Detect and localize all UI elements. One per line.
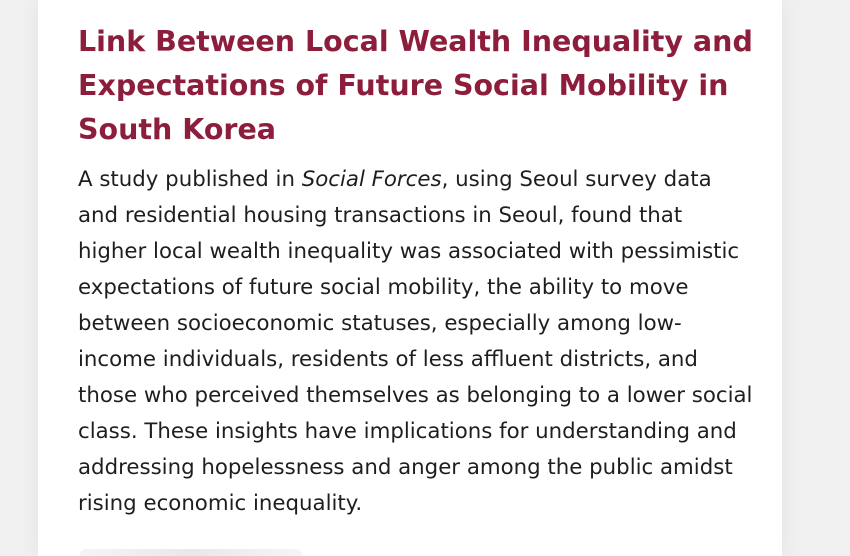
summary-prefix: A study published in <box>78 167 302 192</box>
journal-name: Social Forces <box>301 167 442 192</box>
article-summary: A study published in Social Forces, usin… <box>78 162 754 522</box>
article-content: Link Between Local Wealth Inequality and… <box>78 20 754 522</box>
article-card: Link Between Local Wealth Inequality and… <box>38 0 782 556</box>
article-title-link[interactable]: Link Between Local Wealth Inequality and… <box>78 25 753 146</box>
next-item-placeholder <box>80 549 302 556</box>
summary-rest: , using Seoul survey data and residentia… <box>78 167 753 516</box>
